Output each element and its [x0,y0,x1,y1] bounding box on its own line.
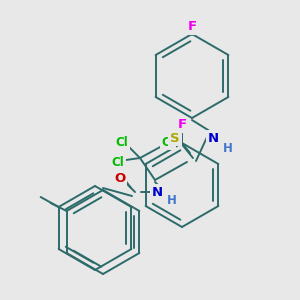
Text: F: F [188,20,196,34]
Text: H: H [167,194,177,206]
Text: Cl: Cl [162,136,174,148]
Text: F: F [177,118,187,131]
Text: O: O [114,172,126,184]
Text: S: S [170,131,180,145]
Text: F: F [188,20,196,34]
Text: N: N [152,185,163,199]
Text: H: H [223,142,233,154]
Text: Cl: Cl [116,136,128,148]
Text: Cl: Cl [112,155,124,169]
Text: N: N [207,131,219,145]
